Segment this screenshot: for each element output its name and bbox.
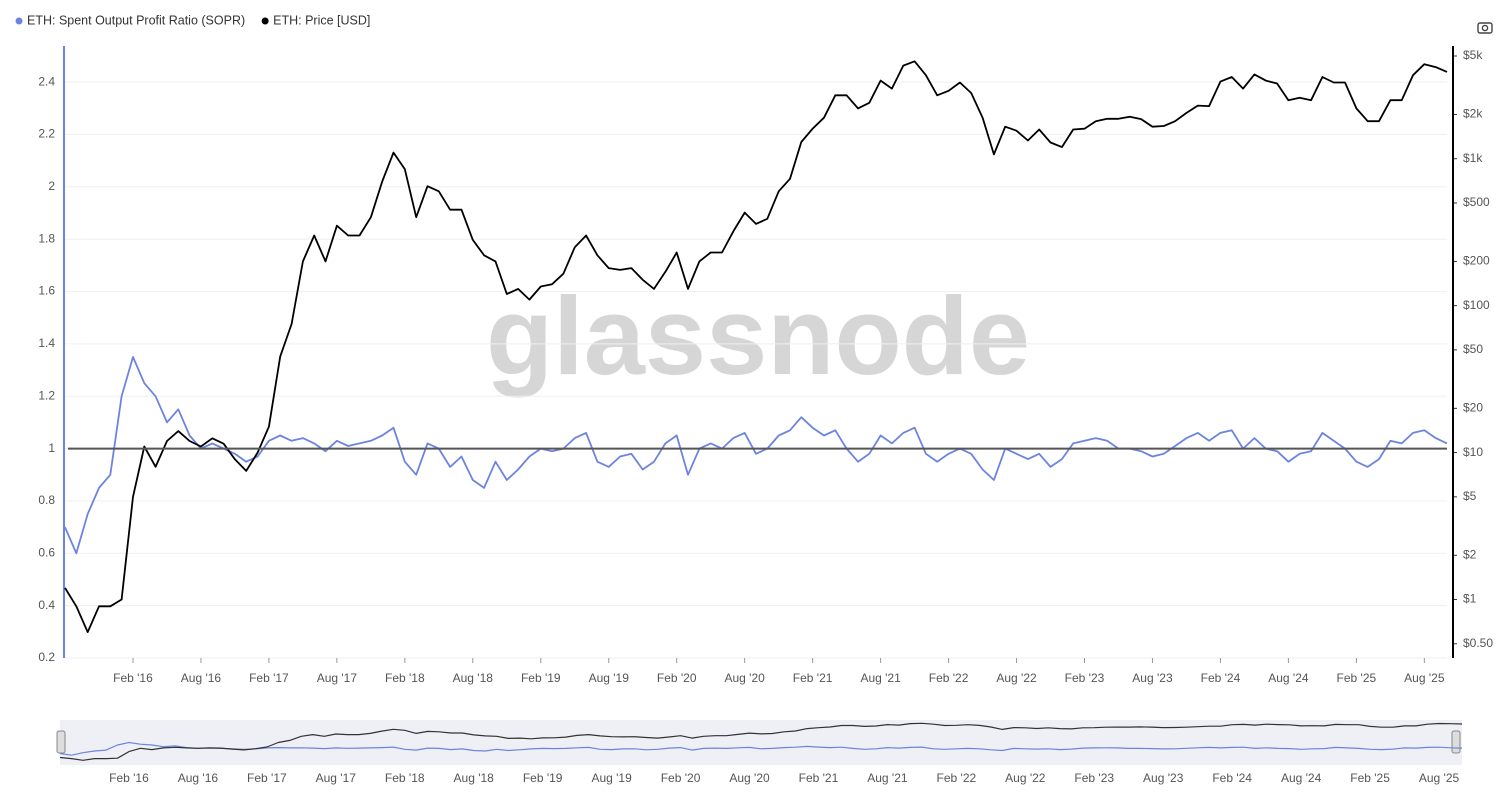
legend-label: ETH: Spent Output Profit Ratio (SOPR) xyxy=(27,13,245,27)
x-tick-label: Aug '16 xyxy=(181,671,222,685)
x-tick-label: Feb '25 xyxy=(1337,671,1377,685)
navigator-tick-label: Aug '19 xyxy=(591,771,632,785)
x-tick-label: Aug '21 xyxy=(860,671,901,685)
navigator-handle[interactable] xyxy=(56,730,66,754)
x-tick-label: Aug '23 xyxy=(1132,671,1173,685)
legend-marker xyxy=(261,17,269,25)
navigator-tick-label: Feb '22 xyxy=(937,771,977,785)
x-tick-label: Feb '21 xyxy=(793,671,833,685)
navigator-tick-label: Feb '24 xyxy=(1212,771,1252,785)
y-tick-label: 2 xyxy=(48,179,55,193)
watermark: glassnode xyxy=(486,275,1030,398)
camera-body[interactable] xyxy=(1477,22,1493,34)
y-tick-label: 2.2 xyxy=(38,127,55,141)
legend-label: ETH: Price [USD] xyxy=(273,13,370,27)
y-tick-label: 0.6 xyxy=(38,545,55,559)
x-tick-label: Feb '17 xyxy=(249,671,289,685)
y2-tick-label: $1k xyxy=(1463,151,1483,165)
x-tick-label: Feb '20 xyxy=(657,671,697,685)
y2-tick-label: $5 xyxy=(1463,489,1477,503)
navigator-tick-label: Feb '23 xyxy=(1074,771,1114,785)
y2-tick-label: $200 xyxy=(1463,254,1490,268)
navigator-tick-label: Aug '22 xyxy=(1005,771,1046,785)
navigator-bg xyxy=(60,720,1462,765)
navigator-tick-label: Feb '17 xyxy=(247,771,287,785)
navigator-tick-label: Aug '23 xyxy=(1143,771,1184,785)
x-tick-label: Feb '22 xyxy=(929,671,969,685)
y-tick-label: 1.6 xyxy=(38,284,55,298)
y-tick-label: 0.8 xyxy=(38,493,55,507)
camera-lens[interactable] xyxy=(1481,24,1489,32)
y-tick-label: 1.2 xyxy=(38,388,55,402)
x-tick-label: Aug '18 xyxy=(453,671,494,685)
y2-tick-label: $2 xyxy=(1463,547,1477,561)
navigator-handle[interactable] xyxy=(1451,730,1461,754)
navigator-line xyxy=(59,722,1463,761)
navigator-tick-label: Aug '18 xyxy=(454,771,495,785)
navigator-tick-label: Aug '24 xyxy=(1281,771,1322,785)
y-tick-label: 0.2 xyxy=(38,650,55,664)
y-tick-label: 1.8 xyxy=(38,231,55,245)
x-tick-label: Feb '18 xyxy=(385,671,425,685)
navigator-line xyxy=(59,741,1463,756)
y2-tick-label: $50 xyxy=(1463,342,1483,356)
navigator-tick-label: Feb '25 xyxy=(1350,771,1390,785)
navigator-tick-label: Feb '20 xyxy=(661,771,701,785)
navigator-tick-label: Feb '19 xyxy=(523,771,563,785)
x-tick-label: Feb '16 xyxy=(113,671,153,685)
y-tick-label: 2.4 xyxy=(38,74,55,88)
x-tick-label: Aug '19 xyxy=(589,671,630,685)
navigator-tick-label: Aug '17 xyxy=(316,771,357,785)
y2-tick-label: $2k xyxy=(1463,107,1483,121)
navigator-tick-label: Aug '21 xyxy=(867,771,908,785)
navigator-tick-label: Feb '16 xyxy=(109,771,149,785)
x-tick-label: Aug '20 xyxy=(725,671,766,685)
navigator-tick-label: Feb '21 xyxy=(799,771,839,785)
y2-tick-label: $20 xyxy=(1463,401,1483,415)
y2-tick-label: $5k xyxy=(1463,48,1483,62)
y-tick-label: 1.4 xyxy=(38,336,55,350)
y-tick-label: 0.4 xyxy=(38,598,55,612)
y2-tick-label: $0.50 xyxy=(1463,636,1493,650)
x-tick-label: Feb '24 xyxy=(1201,671,1241,685)
y2-tick-label: $100 xyxy=(1463,298,1490,312)
camera-icon[interactable] xyxy=(1477,22,1493,34)
y2-tick-label: $500 xyxy=(1463,195,1490,209)
y2-tick-label: $1 xyxy=(1463,592,1477,606)
navigator-tick-label: Aug '25 xyxy=(1419,771,1460,785)
y2-tick-label: $10 xyxy=(1463,445,1483,459)
series-line xyxy=(64,60,1448,633)
navigator-tick-label: Aug '16 xyxy=(178,771,219,785)
x-tick-label: Aug '17 xyxy=(317,671,358,685)
x-tick-label: Feb '23 xyxy=(1065,671,1105,685)
x-tick-label: Feb '19 xyxy=(521,671,561,685)
navigator-tick-label: Feb '18 xyxy=(385,771,425,785)
y-tick-label: 1 xyxy=(48,441,55,455)
navigator-tick-label: Aug '20 xyxy=(729,771,770,785)
series-line xyxy=(64,356,1448,555)
x-tick-label: Aug '24 xyxy=(1268,671,1309,685)
x-tick-label: Aug '25 xyxy=(1404,671,1445,685)
x-tick-label: Aug '22 xyxy=(996,671,1037,685)
legend-marker xyxy=(15,17,23,25)
